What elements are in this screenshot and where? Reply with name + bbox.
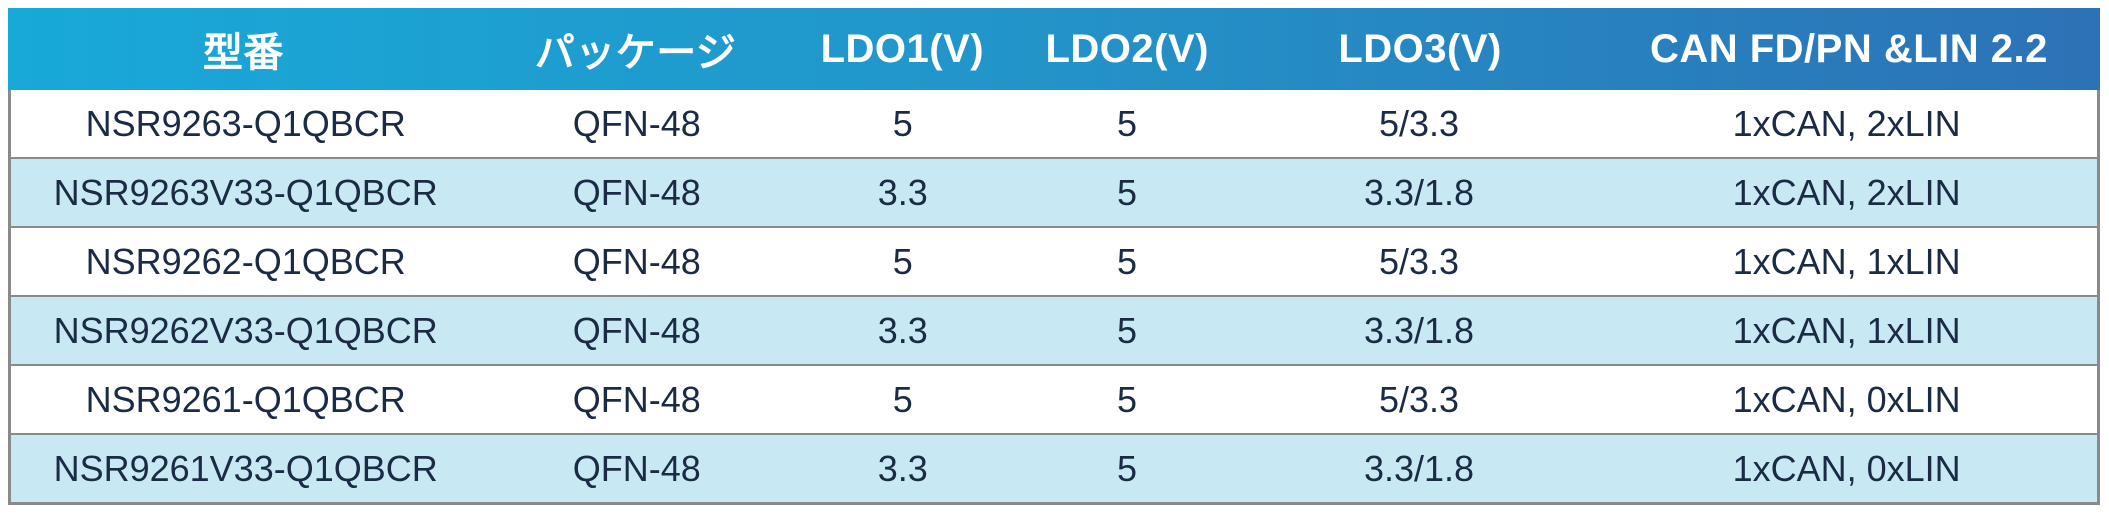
- cell-can-lin: 1xCAN, 0xLIN: [1732, 447, 1961, 489]
- cell-ldo1: 5: [892, 102, 913, 144]
- cell-ldo1: 3.3: [877, 171, 928, 213]
- cell-ldo2: 5: [1116, 171, 1137, 213]
- cell-ldo3: 5/3.3: [1378, 378, 1460, 420]
- cell-model: NSR9263V33-Q1QBCR: [53, 171, 438, 213]
- col-header-can-lin: CAN FD/PN &LIN 2.2: [1649, 26, 2048, 71]
- table-row: NSR9262-Q1QBCR QFN-48 5 5 5/3.3 1xCAN, 1…: [11, 228, 2097, 297]
- cell-ldo3: 5/3.3: [1378, 102, 1460, 144]
- part-selection-table: 型番 パッケージ LDO1(V) LDO2(V) LDO3(V) CAN FD/…: [8, 8, 2100, 505]
- table-body: NSR9263-Q1QBCR QFN-48 5 5 5/3.3 1xCAN, 2…: [8, 90, 2100, 505]
- col-header-ldo1: LDO1(V): [820, 26, 985, 71]
- table-row: NSR9261-Q1QBCR QFN-48 5 5 5/3.3 1xCAN, 0…: [11, 366, 2097, 435]
- cell-ldo1: 3.3: [877, 309, 928, 351]
- cell-can-lin: 1xCAN, 2xLIN: [1732, 171, 1961, 213]
- cell-model: NSR9261V33-Q1QBCR: [53, 447, 438, 489]
- cell-ldo2: 5: [1116, 309, 1137, 351]
- cell-ldo1: 5: [892, 240, 913, 282]
- cell-package: QFN-48: [572, 378, 701, 420]
- cell-ldo2: 5: [1116, 447, 1137, 489]
- cell-model: NSR9262V33-Q1QBCR: [53, 309, 438, 351]
- col-header-ldo3: LDO3(V): [1338, 26, 1502, 71]
- cell-ldo2: 5: [1116, 102, 1137, 144]
- cell-ldo3: 5/3.3: [1378, 240, 1460, 282]
- cell-ldo1: 3.3: [877, 447, 928, 489]
- cell-ldo3: 3.3/1.8: [1363, 309, 1475, 351]
- cell-ldo2: 5: [1116, 378, 1137, 420]
- cell-ldo3: 3.3/1.8: [1363, 447, 1475, 489]
- cell-package: QFN-48: [572, 447, 701, 489]
- col-header-ldo2: LDO2(V): [1045, 26, 1209, 71]
- cell-package: QFN-48: [572, 171, 701, 213]
- cell-model: NSR9262-Q1QBCR: [85, 240, 406, 282]
- col-header-model: 型番: [202, 31, 284, 75]
- cell-can-lin: 1xCAN, 1xLIN: [1732, 309, 1961, 351]
- col-header-package: パッケージ: [534, 31, 737, 75]
- cell-ldo2: 5: [1116, 240, 1137, 282]
- cell-model: NSR9261-Q1QBCR: [85, 378, 406, 420]
- table-row: NSR9261V33-Q1QBCR QFN-48 3.3 5 3.3/1.8 1…: [11, 435, 2097, 502]
- cell-ldo3: 3.3/1.8: [1363, 171, 1475, 213]
- cell-model: NSR9263-Q1QBCR: [85, 102, 406, 144]
- table-row: NSR9262V33-Q1QBCR QFN-48 3.3 5 3.3/1.8 1…: [11, 297, 2097, 366]
- cell-package: QFN-48: [572, 240, 701, 282]
- cell-ldo1: 5: [892, 378, 913, 420]
- table-header: 型番 パッケージ LDO1(V) LDO2(V) LDO3(V) CAN FD/…: [8, 8, 2100, 90]
- cell-package: QFN-48: [572, 309, 701, 351]
- table-row: NSR9263V33-Q1QBCR QFN-48 3.3 5 3.3/1.8 1…: [11, 159, 2097, 228]
- cell-package: QFN-48: [572, 102, 701, 144]
- cell-can-lin: 1xCAN, 0xLIN: [1732, 378, 1961, 420]
- cell-can-lin: 1xCAN, 2xLIN: [1732, 102, 1961, 144]
- table-row: NSR9263-Q1QBCR QFN-48 5 5 5/3.3 1xCAN, 2…: [11, 90, 2097, 159]
- cell-can-lin: 1xCAN, 1xLIN: [1732, 240, 1961, 282]
